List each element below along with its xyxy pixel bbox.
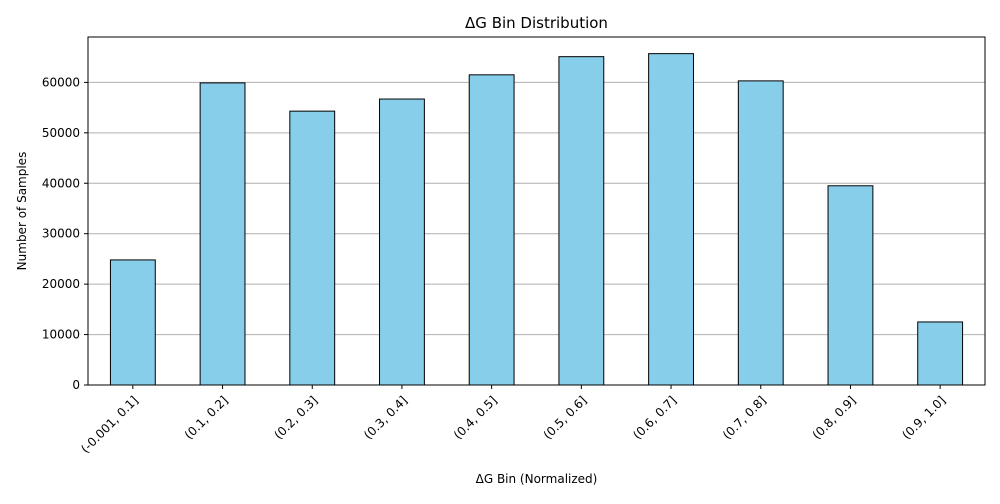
y-tick-label: 20000 — [42, 277, 80, 291]
chart-title: ΔG Bin Distribution — [465, 14, 608, 32]
x-tick-label: (0.1, 0.2] — [182, 393, 231, 442]
bar — [289, 110, 336, 386]
x-tick-label: (0.9, 1.0] — [899, 393, 948, 442]
x-axis-label: ΔG Bin (Normalized) — [476, 472, 598, 486]
x-tick-label: (0.8, 0.9] — [810, 393, 859, 442]
y-tick-label: 0 — [72, 378, 80, 392]
y-tick-label: 60000 — [42, 75, 80, 89]
bar — [109, 259, 156, 386]
bar — [379, 98, 425, 386]
bar — [737, 80, 784, 386]
x-tick-label: (-0.001, 0.1] — [78, 393, 141, 456]
x-tick-label: (0.4, 0.5] — [451, 393, 500, 442]
x-tick-label: (0.6, 0.7] — [630, 393, 679, 442]
x-axis-ticks: (-0.001, 0.1] (0.1, 0.2] (0.2, 0.3] (0.3, 0… — [78, 385, 948, 456]
bar — [917, 321, 964, 386]
x-tick-label: (0.3, 0.4] — [361, 393, 410, 442]
bars — [109, 53, 964, 386]
bar — [558, 56, 605, 386]
bar — [648, 53, 694, 386]
bar — [827, 185, 874, 386]
x-tick-label: (0.5, 0.6] — [541, 393, 590, 442]
y-tick-label: 30000 — [42, 227, 80, 241]
y-tick-label: 10000 — [42, 328, 80, 342]
y-tick-label: 40000 — [42, 176, 80, 190]
x-tick-label: (0.2, 0.3] — [271, 393, 320, 442]
x-tick-label: (0.7, 0.8] — [720, 393, 769, 442]
bar — [468, 74, 515, 386]
bar — [199, 82, 246, 386]
plot-frame — [87, 36, 986, 386]
y-axis-ticks: 0 10000 20000 30000 40000 50000 60000 — [42, 75, 88, 392]
y-tick-label: 50000 — [42, 126, 80, 140]
y-axis-label: Number of Samples — [15, 152, 29, 271]
